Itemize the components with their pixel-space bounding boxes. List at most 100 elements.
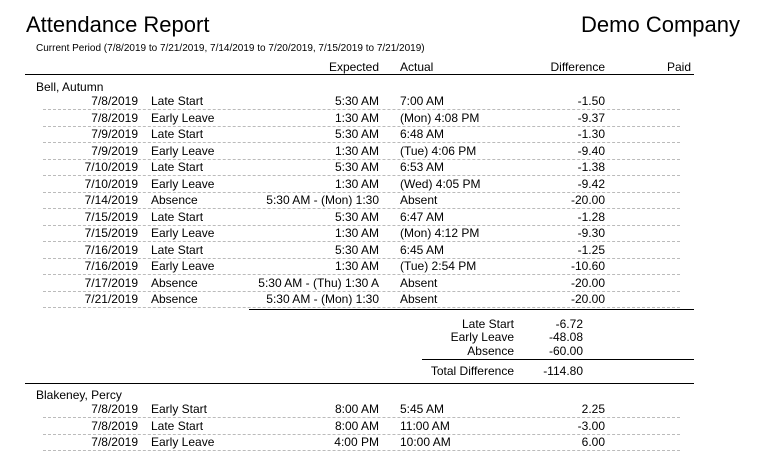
cell-type: Early Leave [151, 143, 215, 158]
cell-difference: -1.38 [577, 160, 605, 174]
cell-expected: 1:30 AM [334, 259, 379, 273]
cell-actual: 10:00 AM [400, 435, 451, 449]
table-row: 7/16/2019 Early Leave 1:30 AM (Tue) 2:54 PM… [0, 259, 767, 275]
total-value: -114.80 [543, 364, 583, 378]
row-divider [43, 307, 680, 308]
cell-expected: 5:30 AM [334, 94, 379, 108]
cell-date: 7/9/2019 [91, 143, 138, 158]
cell-difference: -3.00 [577, 418, 605, 433]
employee-name: Bell, Autumn [36, 80, 104, 94]
cell-expected: 5:30 AM [334, 209, 379, 224]
row-divider [43, 224, 680, 226]
cell-type: Early Leave [151, 176, 215, 191]
cell-type: Late Start [151, 209, 204, 224]
table-row: 7/15/2019 Early Leave 1:30 AM (Mon) 4:12 PM… [0, 226, 767, 242]
cell-actual: 6:53 AM [400, 160, 445, 174]
cell-difference: 6.00 [581, 435, 605, 449]
cell-type: Late Start [151, 418, 204, 433]
cell-expected: 4:00 PM [334, 435, 379, 449]
cell-type: Late Start [151, 127, 204, 141]
cell-actual: 5:45 AM [400, 402, 445, 416]
cell-difference: -9.30 [577, 226, 605, 240]
row-divider [43, 175, 680, 176]
cell-expected: 1:30 AM [334, 176, 379, 191]
row-divider [43, 417, 680, 418]
row-divider [43, 290, 680, 292]
row-divider [43, 109, 680, 110]
cell-expected: 5:30 AM - (Thu) 1:30 A [258, 275, 379, 290]
cell-expected: 1:30 AM [334, 226, 379, 240]
employee-divider [25, 383, 694, 384]
current-period: Current Period (7/8/2019 to 7/21/2019, 7… [36, 43, 425, 54]
cell-difference: 2.25 [581, 402, 605, 416]
cell-date: 7/9/2019 [91, 127, 138, 141]
table-row: 7/17/2019 Absence 5:30 AM - (Thu) 1:30 A Ab… [0, 276, 767, 292]
cell-expected: 5:30 AM [334, 242, 379, 257]
cell-expected: 5:30 AM - (Mon) 1:30 [266, 193, 379, 207]
cell-date: 7/15/2019 [84, 226, 138, 240]
cell-date: 7/16/2019 [84, 259, 138, 273]
cell-date: 7/16/2019 [84, 242, 138, 257]
cell-actual: Absent [400, 292, 438, 306]
summary-value: -60.00 [548, 343, 583, 358]
cell-type: Absence [151, 193, 198, 207]
row-divider [43, 257, 680, 259]
cell-difference: -20.00 [570, 275, 605, 290]
table-row: 7/8/2019 Early Leave 1:30 AM (Mon) 4:08 PM -… [0, 111, 767, 127]
rows-end-divider [249, 308, 694, 310]
cell-actual: Absent [400, 193, 438, 207]
table-row: 7/8/2019 Early Start 8:00 AM 5:45 AM 2.25 [0, 402, 767, 418]
cell-actual: 7:00 AM [400, 94, 445, 108]
cell-difference: -1.30 [577, 127, 605, 141]
col-paid: Paid [666, 60, 691, 74]
cell-expected: 5:30 AM - (Mon) 1:30 [266, 292, 379, 306]
table-row: 7/10/2019 Late Start 5:30 AM 6:53 AM -1.38 [0, 160, 767, 176]
row-divider [43, 142, 680, 143]
row-divider [43, 208, 680, 209]
employee-name: Blakeney, Percy [36, 388, 122, 402]
cell-type: Early Leave [151, 226, 215, 240]
summary-label: Early Leave [450, 330, 514, 344]
cell-actual: 6:47 AM [400, 209, 445, 224]
cell-actual: (Mon) 4:08 PM [400, 110, 480, 125]
row-divider [43, 274, 680, 275]
col-difference: Difference [550, 60, 605, 74]
cell-expected: 8:00 AM [334, 418, 379, 433]
cell-difference: -20.00 [570, 193, 605, 207]
cell-actual: 6:48 AM [400, 127, 445, 141]
cell-actual: (Tue) 4:06 PM [400, 143, 477, 158]
row-divider [43, 433, 680, 435]
summary-value: -48.08 [548, 330, 583, 344]
cell-actual: Absent [400, 275, 438, 290]
cell-type: Late Start [151, 94, 204, 108]
report-title: Attendance Report [26, 12, 210, 37]
cell-actual: (Mon) 4:12 PM [400, 226, 480, 240]
table-row: 7/21/2019 Absence 5:30 AM - (Mon) 1:30 Abse… [0, 292, 767, 308]
cell-date: 7/10/2019 [84, 160, 138, 174]
company-name: Demo Company [581, 12, 740, 37]
cell-type: Early Leave [151, 259, 215, 273]
cell-type: Early Start [151, 402, 208, 416]
table-row: 7/8/2019 Late Start 8:00 AM 11:00 AM -3.00 [0, 419, 767, 435]
cell-date: 7/8/2019 [91, 435, 138, 449]
cell-difference: -9.40 [577, 143, 605, 158]
table-row: 7/14/2019 Absence 5:30 AM - (Mon) 1:30 Abse… [0, 193, 767, 209]
table-row: 7/9/2019 Late Start 5:30 AM 6:48 AM -1.30 [0, 127, 767, 143]
total-label: Total Difference [430, 364, 514, 378]
table-row: 7/8/2019 Early Leave 4:00 PM 10:00 AM 6.00 [0, 435, 767, 451]
cell-difference: -9.37 [577, 110, 605, 125]
cell-type: Late Start [151, 242, 204, 257]
cell-type: Early Leave [151, 435, 215, 449]
cell-expected: 5:30 AM [334, 160, 379, 174]
cell-actual: 11:00 AM [400, 418, 450, 433]
table-row: 7/9/2019 Early Leave 1:30 AM (Tue) 4:06 PM -… [0, 144, 767, 160]
header-divider [25, 74, 694, 75]
table-row: 7/15/2019 Late Start 5:30 AM 6:47 AM -1.28 [0, 210, 767, 226]
cell-actual: (Wed) 4:05 PM [400, 176, 481, 191]
cell-date: 7/21/2019 [84, 292, 138, 306]
cell-date: 7/17/2019 [84, 275, 138, 290]
cell-date: 7/8/2019 [91, 418, 138, 433]
cell-date: 7/8/2019 [91, 110, 138, 125]
cell-type: Absence [151, 292, 198, 306]
row-divider [43, 191, 680, 193]
